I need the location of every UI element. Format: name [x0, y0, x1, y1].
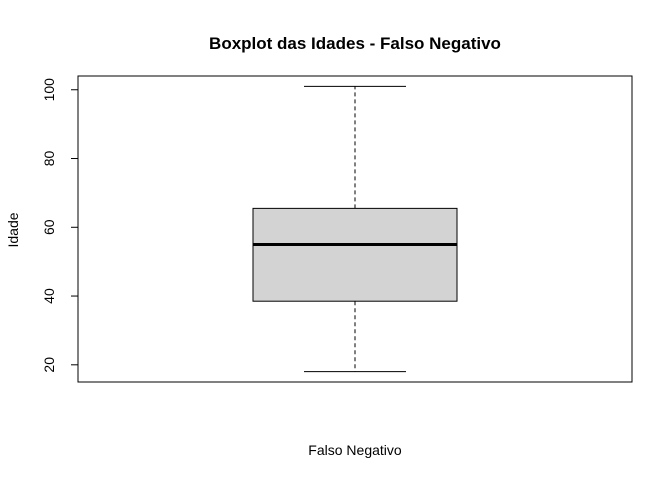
y-tick-label-40: 40 [41, 288, 57, 304]
y-tick-label-80: 80 [41, 151, 57, 167]
boxplot-series [252, 85, 458, 373]
y-tick-label-100: 100 [41, 78, 57, 102]
y-axis-label: Idade [5, 212, 21, 247]
y-axis: 20 40 60 80 100 [41, 78, 79, 373]
iqr-box [252, 207, 458, 302]
chart-title: Boxplot das Idades - Falso Negativo [209, 34, 501, 53]
y-tick-label-60: 60 [41, 219, 57, 235]
x-axis-label: Falso Negativo [308, 442, 402, 458]
y-tick-label-20: 20 [41, 357, 57, 373]
